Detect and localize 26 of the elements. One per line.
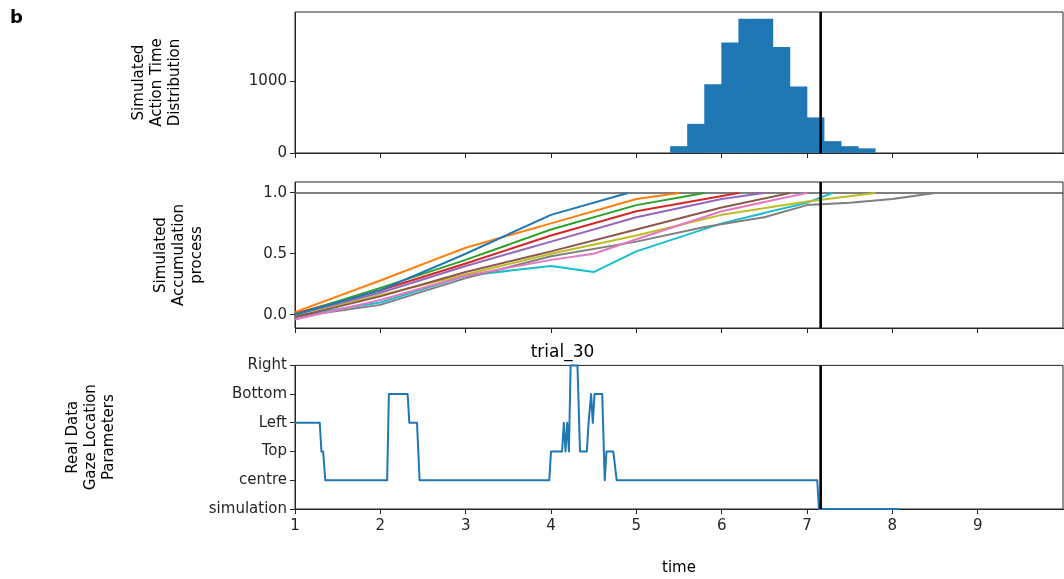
y-axis-title: Simulated Action Time Distribution <box>128 38 183 127</box>
chart-title: trial_30 <box>530 340 595 362</box>
x-tick-label: 8 <box>887 515 898 534</box>
category-label: simulation <box>208 498 287 517</box>
x-tick-label: 4 <box>546 515 556 534</box>
y-axis-title: Simulated Accumulation process <box>150 203 205 307</box>
x-tick-label: 7 <box>802 515 812 534</box>
x-axis-title: time <box>662 557 696 576</box>
category-label: Top <box>261 441 287 460</box>
text: b <box>10 6 23 27</box>
category-label: Right <box>247 355 287 374</box>
y-tick-label: 0.5 <box>263 243 287 262</box>
category-label: Left <box>258 412 287 431</box>
x-tick-label: 6 <box>716 515 727 534</box>
x-tick-label: 2 <box>375 515 386 534</box>
y-tick-label: 1.0 <box>263 182 287 201</box>
y-axis-title: Real Data Gaze Location Parameters <box>62 384 117 491</box>
y-tick-label: 0 <box>277 142 287 161</box>
y-tick-label: 0.0 <box>263 304 287 323</box>
x-tick-label: 3 <box>460 515 471 534</box>
category-label: centre <box>239 470 287 489</box>
x-tick-label: 9 <box>972 515 983 534</box>
y-tick-label: 1000 <box>248 70 287 89</box>
x-tick-label: 1 <box>290 515 300 534</box>
category-label: Bottom <box>231 384 287 403</box>
x-tick-label: 5 <box>631 515 642 534</box>
